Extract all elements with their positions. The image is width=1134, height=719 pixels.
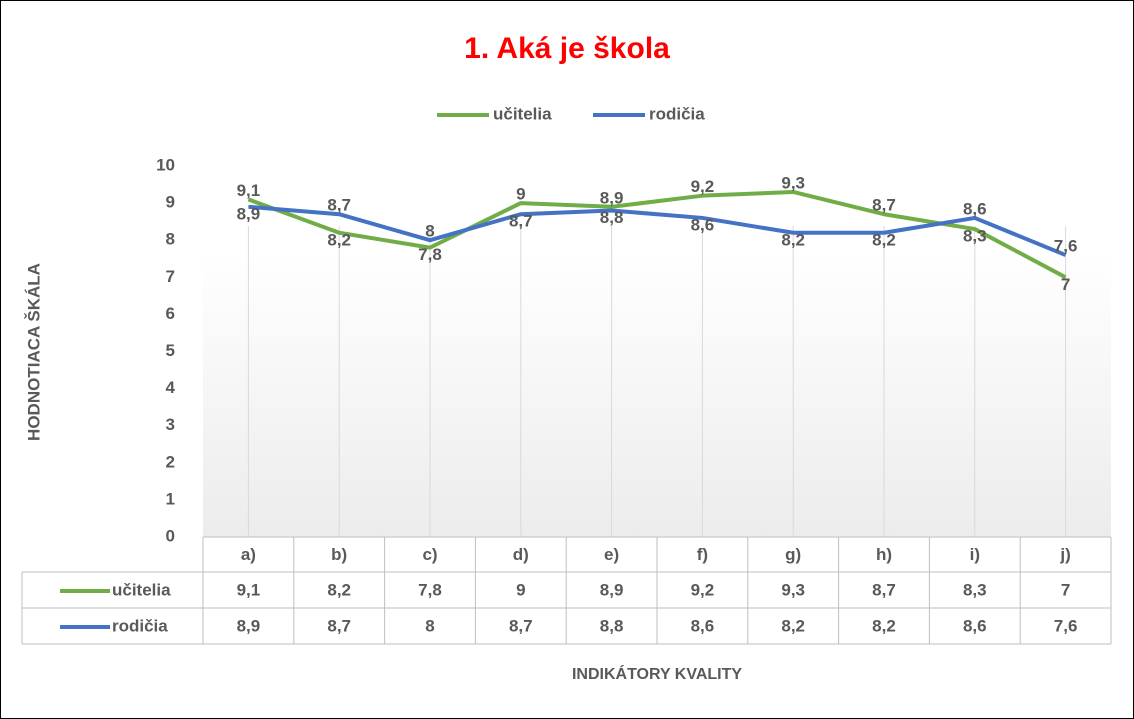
data-label: 8,7 [872, 196, 896, 215]
data-label: 8 [425, 222, 434, 241]
table-cell: 8,2 [872, 616, 896, 635]
table-cell: 8,7 [327, 616, 351, 635]
table-cell: 8,9 [600, 580, 624, 599]
data-label: 7 [1061, 275, 1070, 294]
table-cell: 7,6 [1054, 616, 1078, 635]
y-tick-label: 1 [166, 489, 175, 508]
table-cell: 8,2 [781, 616, 805, 635]
y-tick-label: 3 [166, 415, 175, 434]
table-cell: 9 [516, 580, 525, 599]
y-tick-label: 9 [166, 193, 175, 212]
data-label: 8,3 [963, 227, 987, 246]
table-cell: 8,3 [963, 580, 987, 599]
data-label: 9,2 [691, 177, 715, 196]
x-tick-label: g) [785, 545, 801, 564]
plot-background [203, 250, 1111, 537]
data-label: 8,2 [327, 230, 351, 249]
data-label: 9,3 [781, 173, 805, 192]
data-label: 8,8 [600, 208, 624, 227]
data-label: 8,2 [872, 230, 896, 249]
y-tick-label: 4 [166, 378, 176, 397]
y-tick-label: 10 [156, 155, 175, 174]
x-tick-label: a) [241, 545, 256, 564]
data-label: 9,1 [237, 181, 261, 200]
legend-label: učitelia [493, 104, 552, 123]
x-tick-label: b) [331, 545, 347, 564]
x-tick-label: f) [697, 545, 708, 564]
table-row-label: rodičia [112, 616, 168, 635]
data-label: 8,7 [327, 196, 351, 215]
table-row-label: učitelia [112, 580, 171, 599]
table-cell: 8,9 [237, 616, 261, 635]
table-cell: 7,8 [418, 580, 442, 599]
series-line [248, 204, 1067, 257]
series-line [247, 189, 1067, 280]
data-label: 8,9 [600, 188, 624, 207]
y-axis-label: HODNOTIACA ŠKÁLA [24, 263, 43, 441]
x-tick-label: j) [1059, 545, 1070, 564]
data-label: 7,6 [1054, 237, 1078, 256]
y-tick-label: 5 [166, 341, 175, 360]
table-cell: 8,6 [963, 616, 987, 635]
legend-label: rodičia [649, 104, 705, 123]
data-label: 7,8 [418, 245, 442, 264]
data-label: 8,6 [691, 215, 715, 234]
table-cell: 8,6 [691, 616, 715, 635]
x-tick-label: d) [513, 545, 529, 564]
y-tick-label: 2 [166, 452, 175, 471]
chart-title: 1. Aká je škola [464, 32, 670, 65]
y-tick-label: 8 [166, 230, 175, 249]
table-cell: 9,1 [237, 580, 261, 599]
y-tick-label: 6 [166, 304, 175, 323]
x-tick-label: e) [604, 545, 619, 564]
y-tick-label: 7 [166, 267, 175, 286]
table-cell: 9,2 [691, 580, 715, 599]
x-tick-label: i) [970, 545, 980, 564]
x-tick-label: h) [876, 545, 892, 564]
y-tick-label: 0 [166, 526, 175, 545]
table-cell: 9,3 [781, 580, 805, 599]
table-cell: 8,7 [509, 616, 533, 635]
x-axis-label: INDIKÁTORY KVALITY [572, 664, 742, 683]
data-label: 8,2 [781, 230, 805, 249]
table-cell: 8 [425, 616, 434, 635]
data-label: 8,6 [963, 199, 987, 218]
data-label: 9 [516, 185, 525, 204]
x-tick-label: c) [422, 545, 437, 564]
table-cell: 7 [1061, 580, 1070, 599]
table-cell: 8,2 [327, 580, 351, 599]
data-label: 8,7 [509, 212, 533, 231]
table-cell: 8,8 [600, 616, 624, 635]
table-cell: 8,7 [872, 580, 896, 599]
data-label: 8,9 [237, 204, 261, 223]
